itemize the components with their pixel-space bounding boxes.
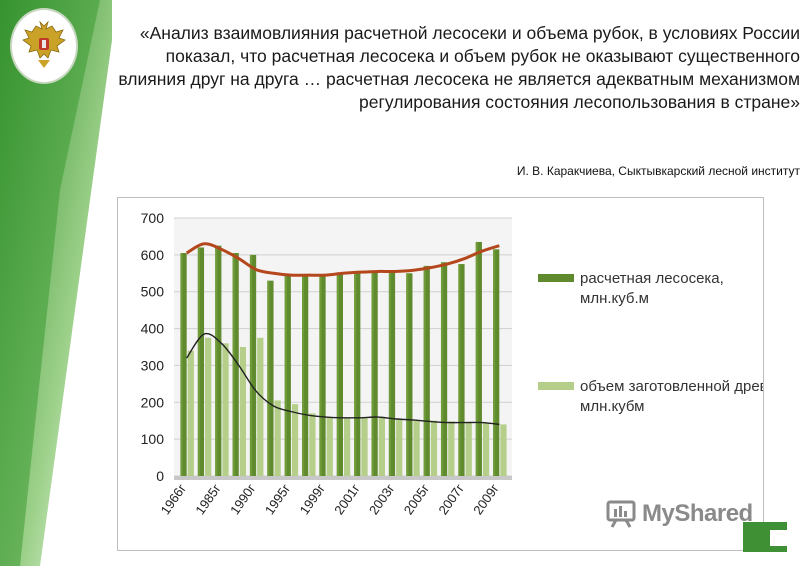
bar-highlight — [406, 273, 409, 476]
bar-series-2 — [257, 337, 264, 476]
x-tick-label: 1966г — [158, 481, 190, 517]
y-tick-label: 500 — [141, 284, 165, 300]
bar-highlight — [284, 275, 287, 476]
bar-highlight — [197, 247, 200, 476]
bar-highlight — [302, 275, 305, 476]
y-tick-label: 400 — [141, 321, 165, 337]
bar-series-2 — [500, 424, 507, 476]
bar-series-1 — [215, 245, 222, 476]
x-tick-label: 1985г — [192, 481, 224, 517]
bar-series-1 — [319, 275, 326, 476]
legend-series-2-swatch — [538, 382, 574, 390]
legend-series-2-label: млн.кубм — [580, 398, 645, 415]
bar-highlight — [180, 253, 183, 476]
bar-highlight — [493, 249, 496, 476]
bar-series-2 — [430, 420, 438, 476]
plot-floor — [174, 476, 512, 480]
bar-series-2 — [309, 413, 316, 476]
bar-highlight — [336, 273, 339, 476]
bar-series-2 — [448, 421, 455, 476]
bar-highlight — [371, 271, 374, 476]
bar-series-2 — [361, 417, 368, 476]
y-tick-label: 200 — [141, 394, 165, 410]
legend-series-1-label: расчетная лесосека, — [580, 270, 724, 287]
watermark-text: MyShared — [642, 500, 753, 527]
bar-series-1 — [458, 264, 465, 476]
quote-author: И. В. Каракчиева, Сыктывкарский лесной и… — [516, 164, 800, 178]
bar-highlight — [458, 264, 461, 476]
y-tick-label: 0 — [156, 468, 164, 484]
x-tick-label: 2007г — [435, 481, 467, 517]
bar-series-1 — [371, 271, 378, 476]
trend-line-top — [185, 242, 500, 277]
bar-series-1 — [284, 275, 291, 476]
bar-highlight — [440, 262, 444, 476]
bar-series-2 — [326, 417, 333, 476]
bar-series-2 — [239, 347, 247, 476]
y-tick-label: 600 — [141, 247, 165, 263]
bar-series-1 — [336, 273, 343, 476]
bar-highlight — [319, 275, 322, 476]
bar-series-1 — [475, 241, 482, 476]
bar-highlight — [249, 254, 253, 476]
bar-series-2 — [344, 417, 351, 476]
legend-series-1-swatch — [538, 274, 574, 282]
bar-series-2 — [205, 337, 212, 476]
bar-series-2 — [222, 343, 229, 476]
bar-series-2 — [378, 417, 385, 476]
y-tick-label: 100 — [141, 431, 165, 447]
bar-series-2 — [482, 422, 490, 476]
bar-highlight — [215, 245, 218, 476]
x-tick-label: 2003г — [366, 481, 398, 517]
legend-series-1-label: млн.куб.м — [580, 290, 649, 307]
x-tick-label: 1990г — [227, 481, 259, 517]
bar-series-2 — [413, 419, 420, 476]
bar-series-1 — [267, 280, 274, 476]
x-tick-label: 2009г — [470, 481, 502, 517]
bar-series-1 — [249, 254, 257, 476]
presentation-board-icon — [606, 500, 636, 528]
y-tick-label: 700 — [141, 210, 165, 226]
bar-series-1 — [440, 262, 448, 476]
bar-highlight — [232, 253, 235, 476]
bar-series-1 — [302, 275, 309, 476]
x-tick-label: 1995г — [262, 481, 294, 517]
bar-series-1 — [493, 249, 500, 476]
quote-text: «Анализ взаимовлияния расчетной лесосеки… — [118, 23, 800, 112]
trend-line-bottom — [186, 332, 500, 426]
bar-series-2 — [274, 400, 281, 476]
x-tick-label: 2005г — [401, 481, 433, 517]
bar-highlight — [475, 241, 478, 476]
x-tick-label: 1999г — [296, 481, 328, 517]
corner-decoration-inner — [770, 530, 788, 546]
x-tick-label: 2001г — [331, 481, 363, 517]
bar-series-1 — [232, 253, 239, 476]
bar-highlight — [354, 273, 357, 476]
bar-series-1 — [388, 271, 396, 476]
chart-panel: 0 100 200 300 400 500 600 700 1966г 1985г 1990г 199… — [117, 197, 764, 551]
bar-series-2 — [396, 418, 403, 476]
y-tick-label: 300 — [141, 357, 165, 373]
bar-highlight — [388, 271, 392, 476]
bar-series-2 — [187, 350, 194, 476]
myshared-watermark: MyShared — [606, 500, 753, 528]
bar-highlight — [423, 265, 426, 476]
double-headed-eagle-icon — [22, 20, 66, 68]
coat-of-arms-logo — [10, 8, 78, 84]
bar-series-2 — [465, 422, 472, 476]
bar-series-1 — [406, 273, 413, 476]
bar-series-1 — [354, 273, 361, 476]
bar-series-1 — [180, 253, 187, 476]
bar-highlight — [267, 280, 270, 476]
bar-series-1 — [197, 247, 205, 476]
legend-series-2-label: объем заготовленной древесины, — [580, 378, 763, 395]
bar-series-2 — [291, 404, 299, 476]
bar-series-1 — [423, 265, 430, 476]
